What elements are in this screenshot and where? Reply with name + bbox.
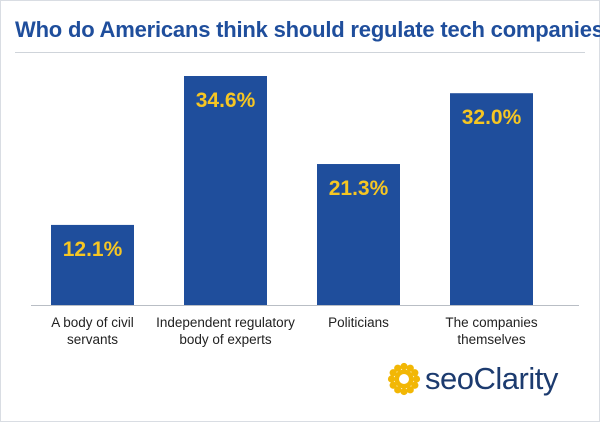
logo-ray bbox=[394, 364, 402, 372]
logo-ray bbox=[412, 375, 421, 383]
data-label-4: 32.0% bbox=[462, 106, 522, 129]
logo-ray bbox=[400, 387, 408, 396]
logo-center bbox=[399, 374, 409, 384]
category-label-1-line-2: servants bbox=[67, 332, 118, 347]
category-label-2-line-2: body of experts bbox=[179, 332, 272, 347]
logo-ray bbox=[411, 369, 419, 377]
sun-gear-icon bbox=[387, 362, 421, 396]
category-label-4-line-1: The companies bbox=[445, 315, 538, 330]
brand-name: seoClarity bbox=[425, 361, 558, 396]
logo-ray bbox=[389, 381, 397, 389]
chart-title: Who do Americans think should regulate t… bbox=[15, 17, 600, 42]
bar-4 bbox=[450, 93, 533, 305]
title-divider bbox=[15, 52, 585, 53]
logo-ray bbox=[394, 386, 402, 394]
data-label-3: 21.3% bbox=[329, 177, 389, 200]
data-label-2: 34.6% bbox=[196, 89, 256, 112]
logo-ray bbox=[411, 381, 419, 389]
logo-ray bbox=[406, 364, 414, 372]
category-label-1-line-1: A body of civil bbox=[51, 315, 134, 330]
category-label-3-line-1: Politicians bbox=[328, 315, 389, 330]
bar-1 bbox=[51, 224, 134, 305]
brand-logo: seoClarity bbox=[387, 362, 558, 396]
data-label-1: 12.1% bbox=[63, 238, 123, 261]
category-label-4-line-2: themselves bbox=[457, 332, 526, 347]
bar-2 bbox=[184, 76, 267, 305]
category-label-2-line-1: Independent regulatory bbox=[156, 315, 295, 330]
bar-3 bbox=[317, 164, 400, 305]
logo-ray bbox=[400, 362, 408, 371]
logo-ray bbox=[389, 369, 397, 377]
logo-ray bbox=[387, 375, 396, 383]
logo-ray bbox=[406, 386, 414, 394]
